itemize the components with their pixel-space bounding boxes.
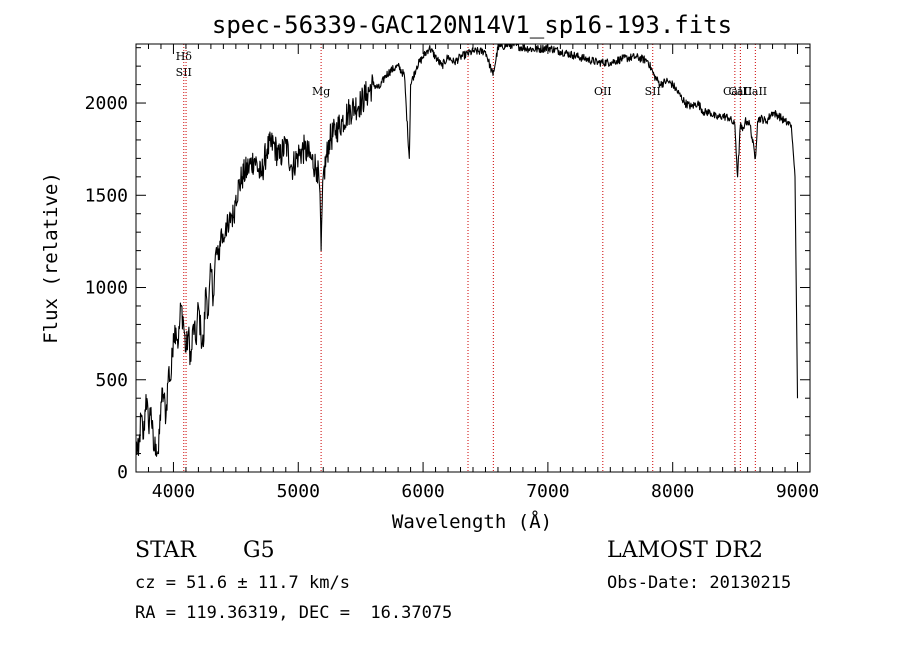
x-axis-label: Wavelength (Å) xyxy=(392,510,552,533)
y-tick-label: 1500 xyxy=(85,185,128,206)
y-tick-label: 1000 xyxy=(85,278,128,299)
series-layer xyxy=(135,43,799,457)
y-tick-label: 500 xyxy=(95,370,128,391)
marker-label: CaII xyxy=(743,85,767,98)
obs-date: Obs-Date: 20130215 xyxy=(607,573,792,593)
axes: 4000 5000 6000 7000 8000 9000 0 500 1000 1500 2000 xyxy=(85,44,819,502)
plot-frame xyxy=(135,43,811,473)
chart-title: spec-56339-GAC120N14V1_sp16-193.fits xyxy=(212,11,732,39)
marker-label: SII xyxy=(645,85,661,98)
coordinates: RA = 119.36319, DEC = 16.37075 xyxy=(135,603,453,623)
x-tick-label: 6000 xyxy=(401,481,444,502)
y-axis-label: Flux (relative) xyxy=(40,172,62,344)
marker-label: OII xyxy=(594,85,612,98)
spectrum-line xyxy=(135,43,799,457)
marker-label: Mg xyxy=(312,85,330,98)
object-class: STAR xyxy=(135,538,196,563)
redshift-info: cz = 51.6 ± 11.7 km/s xyxy=(135,573,350,593)
x-tick-label: 5000 xyxy=(277,481,320,502)
x-tick-label: 7000 xyxy=(526,481,569,502)
x-tick-label: 8000 xyxy=(651,481,694,502)
marker-label: CaII xyxy=(723,85,747,98)
marker-label: CaII xyxy=(729,85,753,98)
x-tick-label: 9000 xyxy=(776,481,819,502)
x-tick-label: 4000 xyxy=(152,481,195,502)
object-subclass: G5 xyxy=(243,538,275,563)
y-tick-label: 0 xyxy=(117,462,128,483)
marker-label: Hδ xyxy=(176,50,193,63)
survey-name: LAMOST DR2 xyxy=(607,538,763,563)
y-tick-label: 2000 xyxy=(85,93,128,114)
marker-label: SII xyxy=(176,66,192,79)
